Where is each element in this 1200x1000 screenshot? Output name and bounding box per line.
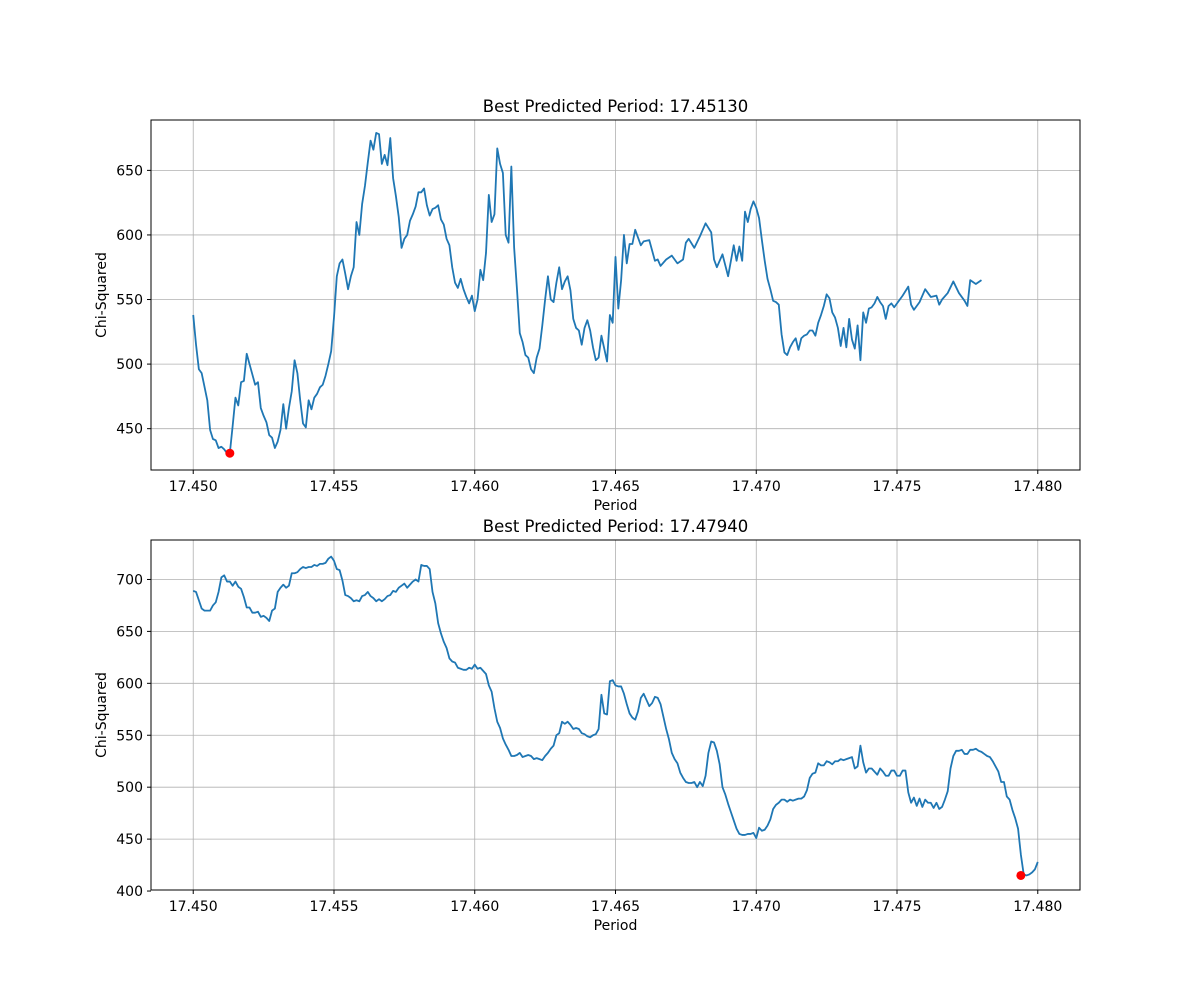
x-tick-label: 17.460 <box>450 479 499 495</box>
x-axis-label: Period <box>594 498 638 514</box>
chart-title: Best Predicted Period: 17.45130 <box>483 97 748 116</box>
x-tick-label: 17.470 <box>732 479 781 495</box>
y-tick-label: 450 <box>116 832 143 848</box>
x-tick-label: 17.470 <box>732 899 781 915</box>
chart-title: Best Predicted Period: 17.47940 <box>483 517 748 536</box>
x-tick-label: 17.480 <box>1013 479 1062 495</box>
x-tick-label: 17.450 <box>169 479 218 495</box>
y-tick-label: 550 <box>116 293 143 309</box>
x-tick-label: 17.455 <box>309 899 358 915</box>
y-tick-label: 600 <box>116 676 143 692</box>
chart-1: 17.450 17.455 17.460 17.465 17.470 17.475 17.4… <box>94 97 1081 514</box>
chi-squared-line <box>192 555 1039 877</box>
best-period-marker <box>1016 870 1026 880</box>
y-axis-label: Chi-Squared <box>94 252 110 338</box>
x-tick-label: 17.460 <box>450 899 499 915</box>
x-tick-label: 17.450 <box>169 899 218 915</box>
y-tick-label: 700 <box>116 572 143 588</box>
x-axis-label: Period <box>594 918 638 934</box>
y-tick-label: 450 <box>116 422 143 438</box>
y-tick-label: 500 <box>116 357 143 373</box>
chi-squared-line <box>192 132 982 455</box>
y-tick-label: 650 <box>116 163 143 179</box>
chart-2: 17.450 17.455 17.460 17.465 17.470 17.475 17.4… <box>94 517 1081 934</box>
y-tick-label: 550 <box>116 728 143 744</box>
x-tick-label: 17.475 <box>873 479 922 495</box>
x-tick-label: 17.465 <box>591 479 640 495</box>
y-axis-label: Chi-Squared <box>94 672 110 758</box>
x-tick-label: 17.475 <box>873 899 922 915</box>
x-tick-label: 17.465 <box>591 899 640 915</box>
y-tick-label: 500 <box>116 780 143 796</box>
y-tick-label: 400 <box>116 884 143 900</box>
y-tick-label: 600 <box>116 228 143 244</box>
best-period-marker <box>225 448 235 458</box>
x-tick-label: 17.480 <box>1013 899 1062 915</box>
x-tick-label: 17.455 <box>309 479 358 495</box>
y-tick-label: 650 <box>116 624 143 640</box>
